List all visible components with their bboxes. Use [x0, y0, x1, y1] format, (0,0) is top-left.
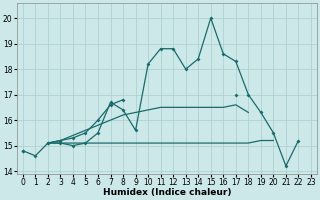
X-axis label: Humidex (Indice chaleur): Humidex (Indice chaleur) [103, 188, 231, 197]
